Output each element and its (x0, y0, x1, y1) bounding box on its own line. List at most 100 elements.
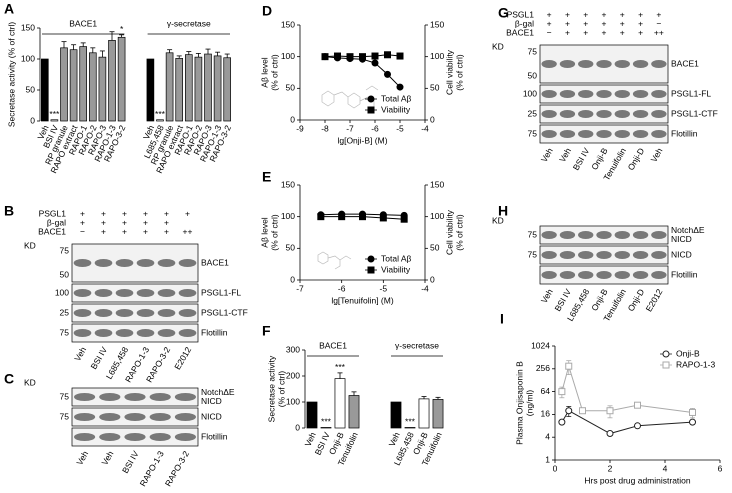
band (178, 329, 197, 337)
y-tick-label: 16 (541, 409, 551, 419)
band (596, 271, 612, 279)
band-label: NICD (201, 411, 222, 421)
y-tick-label: 150 (281, 19, 295, 29)
condition-mark: + (122, 217, 127, 227)
band (614, 271, 630, 279)
marker (384, 70, 391, 78)
blot-strip (71, 243, 199, 283)
significance: *** (321, 417, 332, 427)
condition-mark: + (164, 217, 169, 227)
group-label: γ-secretase (167, 18, 211, 28)
band (115, 329, 134, 337)
condition-mark: − (547, 27, 552, 37)
bar (194, 56, 203, 122)
band (541, 110, 557, 118)
axis-label: (% of ctrl) (269, 54, 279, 91)
bar (404, 427, 416, 429)
marker (334, 52, 341, 60)
kd-marker: 50 (528, 70, 538, 80)
kd-marker: 25 (60, 307, 70, 317)
condition-mark: + (565, 18, 570, 28)
marker (606, 407, 614, 415)
marker (396, 52, 404, 60)
band (74, 433, 96, 441)
condition-mark: + (565, 9, 570, 19)
band-label: Flotillin (201, 327, 228, 337)
axis-label: (% of ctrl) (454, 214, 464, 251)
marker (367, 255, 375, 263)
y-tick-label: 100 (281, 211, 295, 221)
band (99, 393, 121, 401)
condition-mark: + (583, 27, 588, 37)
band (632, 60, 649, 68)
band (94, 329, 113, 337)
y-tick-label: 150 (21, 22, 35, 32)
marker (662, 350, 670, 358)
x-tick-label: 2 (608, 463, 613, 473)
y-tick-label: 0 (290, 274, 295, 284)
series-line (561, 364, 693, 413)
legend-label: RAPO-1-3 (676, 359, 715, 369)
lane-label: Veh (74, 449, 90, 467)
y-tick-label: 256 (536, 363, 550, 373)
axis-label: Cell viability (444, 209, 454, 255)
y2-tick-label: 150 (430, 19, 444, 29)
band (174, 413, 196, 421)
band-label: NotchΔE (201, 387, 235, 397)
panel-letter: I (500, 311, 504, 327)
band (651, 231, 667, 239)
group-label: BACE1 (319, 340, 347, 350)
bar (223, 57, 232, 122)
y-tick-label: 50 (26, 84, 36, 94)
significance: * (120, 24, 124, 34)
axis-label: Secretase activity (266, 355, 276, 422)
band (94, 259, 113, 267)
band (614, 110, 630, 118)
marker (565, 362, 573, 370)
condition-mark: + (638, 27, 643, 37)
band (99, 413, 121, 421)
band-label: NICD (671, 234, 692, 244)
blot-strip (71, 323, 199, 343)
y2-tick-label: 50 (430, 243, 440, 253)
band (632, 130, 649, 138)
condition-mark: + (101, 226, 106, 236)
condition-mark: + (602, 27, 607, 37)
band (559, 130, 576, 138)
band (596, 251, 612, 259)
lane-label: E2012 (644, 287, 665, 314)
y-tick-label: 4 (545, 431, 550, 441)
x-tick-label: -6 (338, 283, 346, 293)
marker (396, 83, 404, 91)
y-tick-label: 0 (295, 422, 300, 432)
bar (184, 54, 193, 122)
band (596, 60, 612, 68)
band (578, 110, 594, 118)
axis-label: Cell viability (444, 49, 454, 95)
band (157, 259, 176, 267)
band (541, 271, 557, 279)
band (651, 130, 667, 138)
condition-mark: + (565, 27, 570, 37)
legend-label: Total Aβ (381, 253, 412, 263)
marker (371, 59, 379, 67)
kd-marker: 75 (60, 327, 70, 337)
x-tick-label: -4 (421, 283, 429, 293)
band (178, 309, 197, 317)
band (115, 259, 134, 267)
y-tick-label: 64 (541, 386, 551, 396)
band (651, 60, 667, 68)
condition-mark: + (602, 9, 607, 19)
band (124, 413, 146, 421)
condition-label: PSGL1 (39, 208, 67, 218)
band (74, 413, 96, 421)
marker (367, 106, 375, 114)
axis-label: Plasma Onjisaponin B (514, 361, 524, 445)
band (149, 433, 171, 441)
marker (400, 215, 408, 223)
band-label: Flotillin (671, 269, 698, 279)
lane-label: Veh (539, 146, 555, 164)
band (559, 271, 576, 279)
band (157, 289, 176, 297)
panel-letter: D (262, 3, 272, 19)
